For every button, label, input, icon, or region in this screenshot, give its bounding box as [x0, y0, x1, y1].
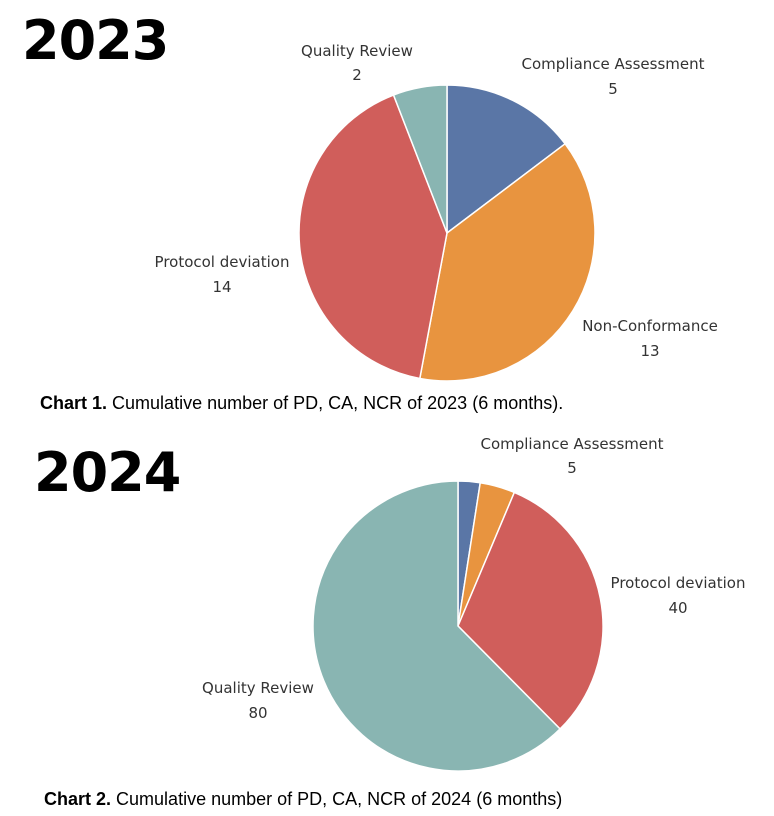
- slice-label: Protocol deviation: [155, 253, 290, 271]
- year-heading-2024: 2024: [34, 441, 181, 504]
- caption-text: Cumulative number of PD, CA, NCR of 2024…: [116, 789, 563, 809]
- slice-label: Compliance Assessment: [480, 435, 663, 453]
- caption-prefix: Chart 2.: [44, 789, 112, 809]
- slice-value-label: 40: [668, 599, 687, 617]
- slice-label: Quality Review: [202, 679, 314, 697]
- pie-slice-quality-review: [312, 480, 562, 772]
- slice-label: Compliance Assessment: [521, 55, 704, 73]
- slice-value-label: 13: [640, 342, 659, 360]
- pie-chart-2023: Compliance Assessment 5 Non-Conformance 13 P…: [155, 42, 718, 382]
- slice-value-label: 14: [212, 278, 231, 296]
- year-heading-2023: 2023: [22, 9, 169, 72]
- caption-text: Cumulative number of PD, CA, NCR of 2023…: [112, 393, 564, 413]
- slice-label: Non-Conformance: [582, 317, 718, 335]
- caption-prefix: Chart 1.: [40, 393, 108, 413]
- pie-slice-protocol-deviation: [298, 94, 448, 380]
- pie-chart-2024: Compliance Assessment 5 Protocol deviation…: [202, 435, 746, 772]
- pie-slice-quality-review: [392, 84, 448, 234]
- slice-value-label: 2: [352, 66, 362, 84]
- chart-caption-2: Chart 2. Cumulative number of PD, CA, NC…: [44, 789, 562, 810]
- slice-label: Protocol deviation: [611, 574, 746, 592]
- pie-slice-protocol-deviation: [457, 491, 604, 731]
- slice-value-label: 5: [608, 80, 618, 98]
- slice-value-label: 5: [567, 459, 577, 477]
- slice-label: Quality Review: [301, 42, 413, 60]
- slice-value-label: 80: [248, 704, 267, 722]
- pie-slice-non-conformance: [418, 142, 596, 382]
- chart-caption-1: Chart 1. Cumulative number of PD, CA, NC…: [40, 393, 563, 414]
- pie-slice-compliance-assessment: [446, 84, 567, 235]
